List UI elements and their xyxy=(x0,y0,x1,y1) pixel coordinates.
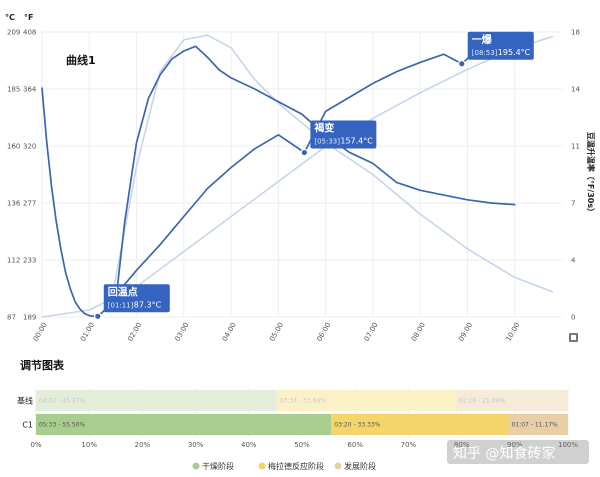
chart-events[interactable]: 回温点 [01:11] 87.3°C 褐变 [05:33] 157.4°C 一爆 [08:53… xyxy=(93,31,534,321)
chart-grid xyxy=(41,31,562,318)
legend-swatch xyxy=(334,462,342,470)
y-left-tick-fahrenheit: 320 xyxy=(23,143,36,151)
bar-x-tick: 70% xyxy=(401,441,417,449)
x-tick: 00:00 xyxy=(32,321,49,342)
baseline-ror-line xyxy=(112,34,554,295)
bar-x-tick: 0% xyxy=(30,441,41,449)
event-callout[interactable]: 一爆 [08:53] 195.4°C xyxy=(457,31,534,68)
legend-swatch xyxy=(258,462,266,470)
bar-segment-label: 05:33 - 55.50% xyxy=(39,422,85,429)
chart-title: 曲线1 xyxy=(66,53,96,67)
event-callout[interactable]: 褐变 [05:33] 157.4°C xyxy=(300,120,377,157)
x-tick: 01:00 xyxy=(79,321,96,342)
bar-x-tick: 30% xyxy=(188,441,204,449)
y-left-tick-celsius: 185 xyxy=(7,86,20,94)
event-time: [08:53] xyxy=(472,49,498,57)
event-label-box xyxy=(103,284,170,313)
event-marker[interactable] xyxy=(300,148,309,157)
x-tick: 05:00 xyxy=(268,321,285,342)
legend-label: 干燥阶段 xyxy=(202,461,234,471)
bar-row-label: 基线 xyxy=(17,396,33,406)
adjustment-chart: 0% 10% 20% 30% 40% 50% 60% 70% 80% 90% 100% 基线 04:02… xyxy=(17,388,578,449)
bar-segment-label: 03:37 - 33.64% xyxy=(280,398,326,405)
x-tick: 06:00 xyxy=(315,321,332,342)
bar-x-tick: 40% xyxy=(241,441,257,449)
y-right-tick: 14 xyxy=(571,86,580,94)
y-left-tick-fahrenheit: 277 xyxy=(23,200,36,208)
y-left-tick-fahrenheit: 233 xyxy=(23,257,36,265)
legend-label: 梅拉德反应阶段 xyxy=(268,461,324,471)
bar-x-tick: 60% xyxy=(347,441,363,449)
legend-swatch xyxy=(192,462,200,470)
toolbar-expand-icon[interactable] xyxy=(569,333,578,342)
x-tick: 03:00 xyxy=(174,321,191,342)
x-tick: 02:00 xyxy=(126,321,143,342)
bar-segment xyxy=(36,390,277,411)
bar-x-tick: 80% xyxy=(454,441,470,449)
bar-x-tick: 10% xyxy=(81,441,97,449)
y-right-tick: 11 xyxy=(571,143,580,151)
event-label-box xyxy=(467,31,534,60)
y-left-tick-fahrenheit: 364 xyxy=(23,86,37,94)
x-tick: 09:00 xyxy=(457,321,474,342)
bar-legend: 干燥阶段 梅拉德反应阶段 发展阶段 xyxy=(192,461,376,471)
x-tick: 10:00 xyxy=(504,321,521,342)
current-bean-temp-line xyxy=(41,31,516,318)
event-time: [05:33] xyxy=(314,138,340,146)
y-left-tick-celsius: 112 xyxy=(7,257,20,265)
chart-series xyxy=(41,31,554,318)
legend-label: 发展阶段 xyxy=(344,461,376,471)
watermark-backdrop xyxy=(447,440,589,464)
bar-segment xyxy=(331,414,509,435)
event-name: 褐变 xyxy=(313,122,334,135)
event-marker[interactable] xyxy=(457,59,466,68)
event-time: [01:11] xyxy=(108,301,134,309)
bar-segment-label: 03:20 - 33.33% xyxy=(334,422,380,429)
bar-segment xyxy=(276,390,456,411)
y-left-unit-celsius: °C xyxy=(5,13,15,22)
event-value: 87.3°C xyxy=(134,300,162,309)
event-value: 195.4°C xyxy=(498,48,531,57)
event-marker[interactable] xyxy=(93,312,102,321)
bar-row-label: C1 xyxy=(22,421,33,430)
bar-x-tick: 50% xyxy=(294,441,310,449)
x-tick: 04:00 xyxy=(221,321,238,342)
bar-segment-label: 02:16 - 21.09% xyxy=(459,398,505,405)
y-left-tick-celsius: 209 xyxy=(7,29,20,37)
y-left-tick-fahrenheit: 408 xyxy=(23,29,36,37)
y-right-tick: 0 xyxy=(571,314,575,322)
y-left-tick-fahrenheit: 189 xyxy=(23,314,36,322)
bar-segment-label: 04:02 - 45.27% xyxy=(39,398,85,405)
y-left-tick-celsius: 136 xyxy=(7,200,21,208)
y-right-tick: 7 xyxy=(571,200,575,208)
watermark: 知乎 @知食砖家 xyxy=(453,445,555,462)
bar-x-tick: 20% xyxy=(135,441,151,449)
bar-chart-title: 调节图表 xyxy=(20,358,65,372)
bar-segment xyxy=(455,390,568,411)
bar-segment-label: 01:07 - 11.17% xyxy=(512,422,558,429)
event-value: 157.4°C xyxy=(340,137,373,146)
y-right-tick: 4 xyxy=(571,257,576,265)
bar-x-tick: 100% xyxy=(558,441,578,449)
event-name: 一爆 xyxy=(472,33,493,46)
event-name: 回温点 xyxy=(108,285,138,298)
x-tick: 08:00 xyxy=(410,321,427,342)
bar-segment xyxy=(36,414,332,435)
y-left-unit-fahrenheit: °F xyxy=(24,13,33,22)
y-left-tick-celsius: 160 xyxy=(7,143,20,151)
x-tick: 07:00 xyxy=(363,321,380,342)
y-right-axis-label: 豆温升温率（°F/30s） xyxy=(586,132,596,216)
y-right-tick: 18 xyxy=(571,29,580,37)
event-label-box xyxy=(310,120,377,149)
bar-x-tick: 90% xyxy=(507,441,523,449)
event-callout[interactable]: 回温点 [01:11] 87.3°C xyxy=(93,284,170,321)
y-left-tick-celsius: 87 xyxy=(7,314,16,322)
current-ror-line xyxy=(116,45,516,287)
bar-segment xyxy=(508,414,568,435)
